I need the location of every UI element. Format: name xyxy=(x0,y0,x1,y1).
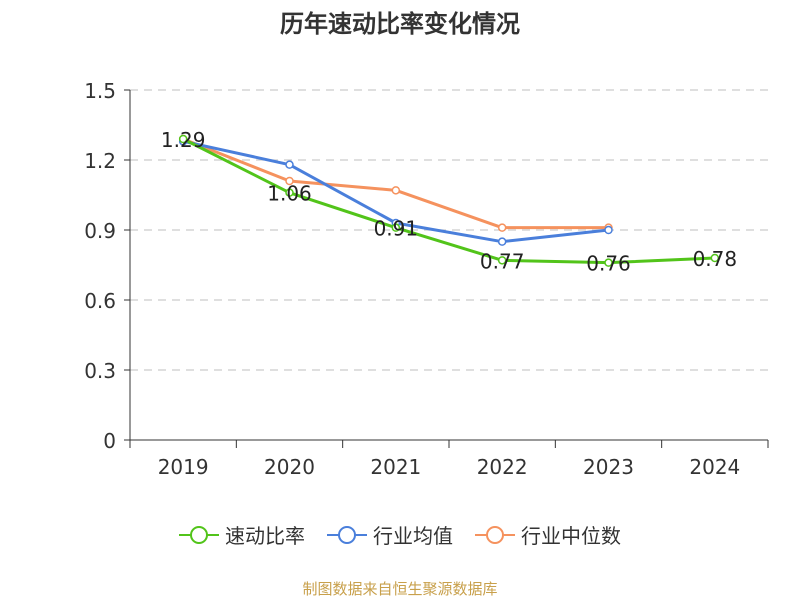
legend-label-quick-ratio: 速动比率 xyxy=(225,524,305,548)
y-tick-label: 0.3 xyxy=(84,359,116,383)
data-point-industry-median xyxy=(391,186,401,195)
chart-legend: 速动比率 行业均值 行业中位数 xyxy=(0,520,800,549)
data-point-quick-ratio xyxy=(391,223,401,232)
data-point-industry-median xyxy=(285,176,294,186)
data-label: 0.76 xyxy=(586,252,631,276)
x-tick-label: 2021 xyxy=(370,455,421,479)
legend-label-industry-median: 行业中位数 xyxy=(521,524,621,548)
y-tick-label: 0 xyxy=(103,429,116,453)
x-tick-label: 2022 xyxy=(477,455,528,479)
source-note: 制图数据来自恒生聚源数据库 xyxy=(302,580,498,598)
legend-marker-quick-ratio xyxy=(179,525,219,544)
data-point-industry-mean xyxy=(604,225,613,235)
data-label: 1.29 xyxy=(161,128,206,152)
legend-item-industry-median[interactable]: 行业中位数 xyxy=(475,520,621,549)
x-tick-label: 2019 xyxy=(158,455,209,479)
y-tick-label: 0.9 xyxy=(84,219,116,243)
data-label: 1.06 xyxy=(267,182,312,206)
x-tick-label: 2023 xyxy=(583,455,634,479)
data-point-industry-median xyxy=(497,223,507,232)
legend-circle-industry-mean xyxy=(338,525,356,544)
y-tick-label: 1.5 xyxy=(84,79,116,103)
legend-marker-industry-median xyxy=(475,525,515,544)
y-tick-label: 0.6 xyxy=(84,289,116,313)
data-label: 0.78 xyxy=(693,247,738,271)
data-point-industry-mean xyxy=(285,160,294,169)
series-line-industry-median xyxy=(182,137,609,230)
data-label: 0.77 xyxy=(480,249,525,273)
legend-item-industry-mean[interactable]: 行业均值 xyxy=(327,520,453,549)
data-point-quick-ratio xyxy=(178,134,188,144)
data-point-quick-ratio xyxy=(604,258,613,267)
data-point-quick-ratio xyxy=(497,256,507,265)
chart-title: 历年速动比率变化情况 xyxy=(280,10,520,38)
data-point-quick-ratio xyxy=(285,188,294,197)
legend-circle-industry-median xyxy=(486,525,504,544)
data-label: 0.91 xyxy=(374,217,419,241)
data-point-quick-ratio xyxy=(710,253,720,263)
legend-marker-industry-mean xyxy=(327,525,367,544)
legend-circle-quick-ratio xyxy=(190,525,208,544)
y-tick-label: 1.2 xyxy=(84,149,116,173)
x-tick-label: 2024 xyxy=(689,455,740,479)
x-tick-label: 2020 xyxy=(264,455,315,479)
data-point-industry-mean xyxy=(497,237,507,246)
legend-label-industry-mean: 行业均值 xyxy=(373,524,453,548)
legend-item-quick-ratio[interactable]: 速动比率 xyxy=(179,520,305,549)
series-line-quick-ratio xyxy=(182,137,715,265)
